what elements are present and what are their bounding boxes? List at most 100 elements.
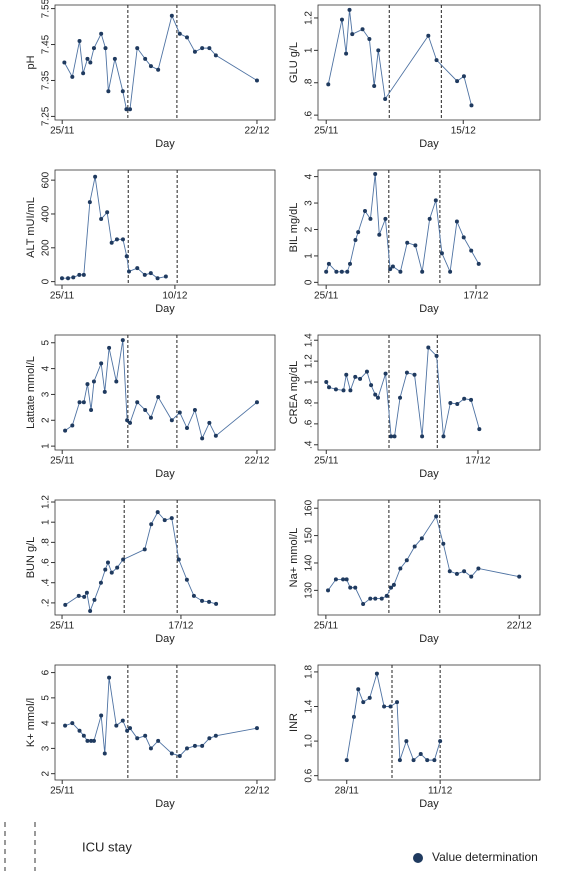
data-point [345,269,350,274]
data-point [135,46,140,51]
data-point [389,434,394,439]
data-point [347,7,352,12]
data-point [369,383,374,388]
data-point [99,217,104,222]
data-point [476,566,481,571]
y-tick-label: 130 [304,582,315,599]
data-point [341,388,346,393]
y-tick-label: 1.8 [304,665,315,679]
data-point [353,585,358,590]
data-point [105,560,110,565]
data-point [120,718,125,723]
data-point [77,728,82,733]
data-point [84,590,89,595]
plot-frame [317,499,541,616]
data-point [162,518,167,523]
data-point [439,251,444,256]
data-point [200,46,205,51]
data-point [361,700,366,705]
data-point [156,395,161,400]
data-point [368,216,373,221]
data-point [448,269,453,274]
data-point [120,338,125,343]
data-point [339,269,344,274]
x-tick-label: 11/12 [428,786,453,797]
y-tick-label: 5 [41,695,52,701]
data-point [382,704,387,709]
data-point [441,541,446,546]
data-point [99,713,104,718]
data-point [114,379,119,384]
y-tick-label: .4 [41,578,52,587]
data-point [351,714,356,719]
data-point [185,35,189,40]
data-point [374,671,379,676]
x-axis-label: Day [419,138,439,150]
data-point [254,726,259,731]
data-point [105,210,110,215]
y-tick-label: 1.2 [304,354,315,368]
data-point [455,402,460,406]
data-point [398,269,403,274]
data-point [87,200,92,205]
data-point [70,721,75,726]
data-point [135,736,140,741]
data-point [333,577,338,582]
x-tick-label: 25/11 [314,291,339,302]
data-point [143,733,148,738]
data-point [348,585,353,590]
data-point [412,372,417,377]
data-point [70,423,75,428]
y-tick-label: 7.35 [41,70,52,90]
data-point [106,89,111,94]
data-point [112,56,117,61]
series-line [327,9,472,106]
data-point [59,276,64,281]
data-point [367,37,372,42]
data-point [148,746,153,751]
data-point [469,248,474,253]
x-axis-label: Day [419,633,439,645]
data-point [432,758,437,763]
y-tick-label: 200 [41,239,52,256]
y-tick-label: .8 [304,78,315,87]
data-point [476,261,481,266]
data-point [155,276,160,281]
data-point [361,602,366,607]
x-tick-label: 25/11 [50,621,75,632]
x-tick-label: 10/12 [162,291,187,302]
plot-frame [317,169,541,286]
data-point [420,269,425,274]
data-point [348,388,353,393]
data-point [333,387,338,392]
data-point [461,235,466,240]
data-point [176,557,181,562]
data-point [344,758,349,763]
data-point [425,758,430,763]
data-point [454,571,459,576]
data-point [169,751,174,756]
y-tick-label: 0 [41,278,52,284]
y-tick-label: 2 [41,417,52,423]
data-point [434,514,439,519]
data-point [62,60,67,65]
data-point [254,400,259,405]
data-point [461,74,466,79]
x-tick-label: 22/12 [507,621,532,632]
data-point [114,723,119,728]
x-tick-label: 28/11 [335,786,360,797]
data-point [102,389,107,394]
data-point [177,410,182,415]
data-point [214,601,219,606]
data-point [360,27,365,32]
data-point [128,107,133,112]
data-point [447,569,452,574]
data-point [63,428,68,433]
y-tick-label: 1.0 [304,734,315,748]
data-point [155,510,160,515]
data-point [434,58,439,63]
data-point [411,758,416,763]
data-point [404,739,409,744]
data-point [438,739,443,744]
y-tick-label: 0 [304,279,315,285]
